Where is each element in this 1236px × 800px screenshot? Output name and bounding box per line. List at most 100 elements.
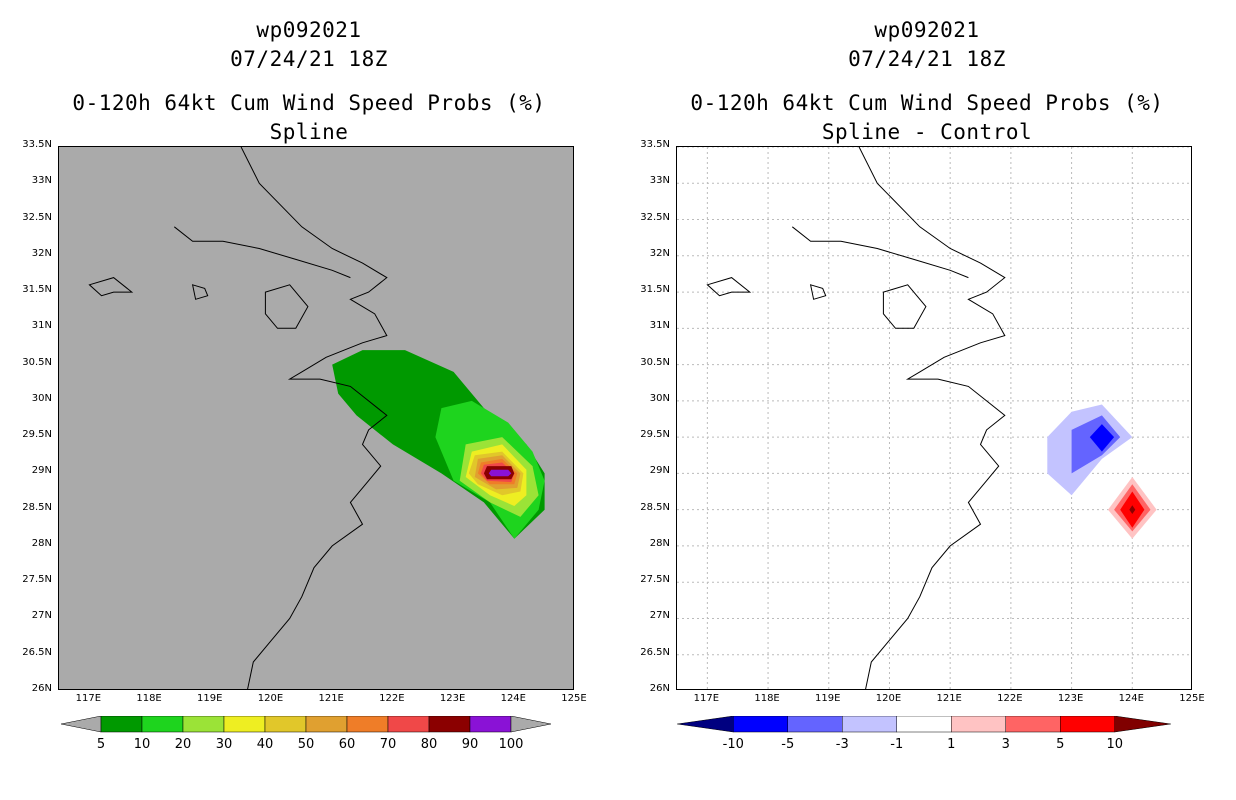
colorbar-swatch	[896, 716, 952, 733]
latitude-label: 27N	[649, 610, 670, 622]
scheme-title: Spline - Control	[821, 120, 1033, 144]
colorbar-label: 20	[174, 737, 192, 752]
colorbar-swatch	[951, 716, 1006, 733]
colorbar-swatch	[469, 716, 512, 733]
longitude-label: 124E	[1118, 693, 1144, 704]
colorbar-label: 100	[498, 737, 524, 752]
latitude-label: 33N	[31, 175, 52, 187]
latitude-label: 28N	[649, 537, 670, 549]
map-canvas	[677, 147, 1191, 689]
latitude-label: 31.5N	[22, 284, 52, 296]
colorbar-swatch	[787, 716, 843, 733]
map-frame	[58, 146, 574, 690]
colorbar-swatch	[223, 716, 266, 733]
longitude-label: 124E	[500, 693, 526, 704]
latitude-label: 29.5N	[22, 429, 52, 441]
colorbar-label: 40	[256, 737, 274, 752]
latitude-label: 29N	[649, 465, 670, 477]
latitude-label: 26.5N	[22, 646, 52, 658]
colorbar-low-arrow	[60, 716, 102, 733]
coastline	[240, 147, 388, 689]
latitude-label: 29N	[31, 465, 52, 477]
panel-spline: wp092021 07/24/21 18Z 0-120h 64kt Cum Wi…	[22, 18, 587, 752]
colorbar-high-arrow	[1114, 716, 1171, 733]
datetime-title: 07/24/21 18Z	[848, 47, 1006, 71]
colorbar-label: 1	[947, 737, 956, 752]
colorbar-swatch	[346, 716, 389, 733]
colorbar-label: 80	[420, 737, 438, 752]
longitude-label: 117E	[75, 693, 102, 704]
latitude-label: 26.5N	[640, 646, 670, 658]
latitude-label: 30.5N	[22, 356, 52, 368]
product-title: 0-120h 64kt Cum Wind Speed Probs (%)	[690, 91, 1164, 115]
panel-spline-control: wp092021 07/24/21 18Z 0-120h 64kt Cum Wi…	[618, 0, 1236, 800]
colorbar-swatch	[842, 716, 897, 733]
latitude-label: 32.5N	[22, 211, 52, 223]
colorbar-label: 5	[96, 737, 106, 752]
colorbar-swatch	[428, 716, 471, 733]
latitude-label: 32N	[649, 247, 670, 259]
longitude-label: 121E	[318, 693, 344, 704]
longitude-label: 118E	[754, 693, 780, 704]
latitude-label: 33.5N	[640, 139, 670, 150]
colorbar-swatch	[305, 716, 348, 733]
colorbar-label: 10	[133, 737, 151, 752]
latitude-label: 31.5N	[640, 284, 670, 296]
colorbar-label: -10	[722, 737, 744, 752]
colorbar-label: 60	[338, 737, 356, 752]
longitude-label: 123E	[439, 693, 466, 704]
lake-outline	[88, 277, 134, 297]
latitude-label: 33.5N	[22, 139, 52, 150]
latitude-label: 30N	[31, 392, 52, 404]
colorbar	[677, 716, 1171, 733]
contour-level-minus5	[1089, 424, 1115, 452]
colorbar-swatch	[1060, 716, 1115, 733]
map-frame	[676, 146, 1192, 690]
contour-level-90	[488, 469, 512, 477]
latitude-label: 27.5N	[640, 574, 670, 586]
product-title: 0-120h 64kt Cum Wind Speed Probs (%)	[72, 91, 546, 115]
latitude-label: 30.5N	[640, 356, 670, 368]
colorbar-label: 3	[1001, 737, 1010, 752]
lake-outline	[191, 284, 209, 300]
colorbar-label: -3	[835, 737, 849, 752]
datetime-title: 07/24/21 18Z	[230, 47, 388, 71]
lake-outline	[809, 284, 827, 300]
colorbar-swatch	[264, 716, 307, 733]
longitude-label: 121E	[936, 693, 962, 704]
latitude-label: 28.5N	[22, 501, 52, 513]
longitude-label: 120E	[257, 693, 284, 704]
latitude-label: 27N	[31, 610, 52, 622]
lake-outline	[264, 284, 309, 329]
colorbar-label: -1	[890, 737, 904, 752]
longitude-label: 125E	[1179, 693, 1205, 704]
colorbar-label: 70	[379, 737, 397, 752]
coastline	[858, 147, 1006, 689]
colorbar-low-arrow	[677, 716, 734, 733]
latitude-label: 27.5N	[22, 574, 52, 586]
colorbar-swatch	[100, 716, 143, 733]
latitude-label: 29.5N	[640, 429, 670, 441]
latitude-label: 32N	[31, 247, 52, 259]
colorbar-label: -5	[781, 737, 795, 752]
colorbar-label: 30	[215, 737, 233, 752]
longitude-label: 122E	[997, 693, 1023, 704]
longitude-label: 122E	[379, 693, 405, 704]
colorbar-label: 10	[1106, 737, 1124, 752]
longitude-label: 119E	[815, 693, 841, 704]
longitude-label: 119E	[197, 693, 223, 704]
latitude-label: 28.5N	[640, 501, 670, 513]
longitude-label: 118E	[136, 693, 162, 704]
colorbar-label: 90	[461, 737, 479, 752]
colorbar-label: 50	[297, 737, 315, 752]
map-canvas	[59, 147, 573, 689]
colorbar-high-arrow	[510, 716, 552, 733]
lake-outline	[706, 277, 752, 297]
longitude-label: 125E	[561, 693, 587, 704]
colorbar	[60, 716, 552, 733]
latitude-label: 26N	[31, 683, 52, 694]
latitude-label: 32.5N	[640, 211, 670, 223]
longitude-label: 123E	[1057, 693, 1084, 704]
colorbar-swatch	[387, 716, 430, 733]
latitude-label: 31N	[649, 320, 670, 332]
